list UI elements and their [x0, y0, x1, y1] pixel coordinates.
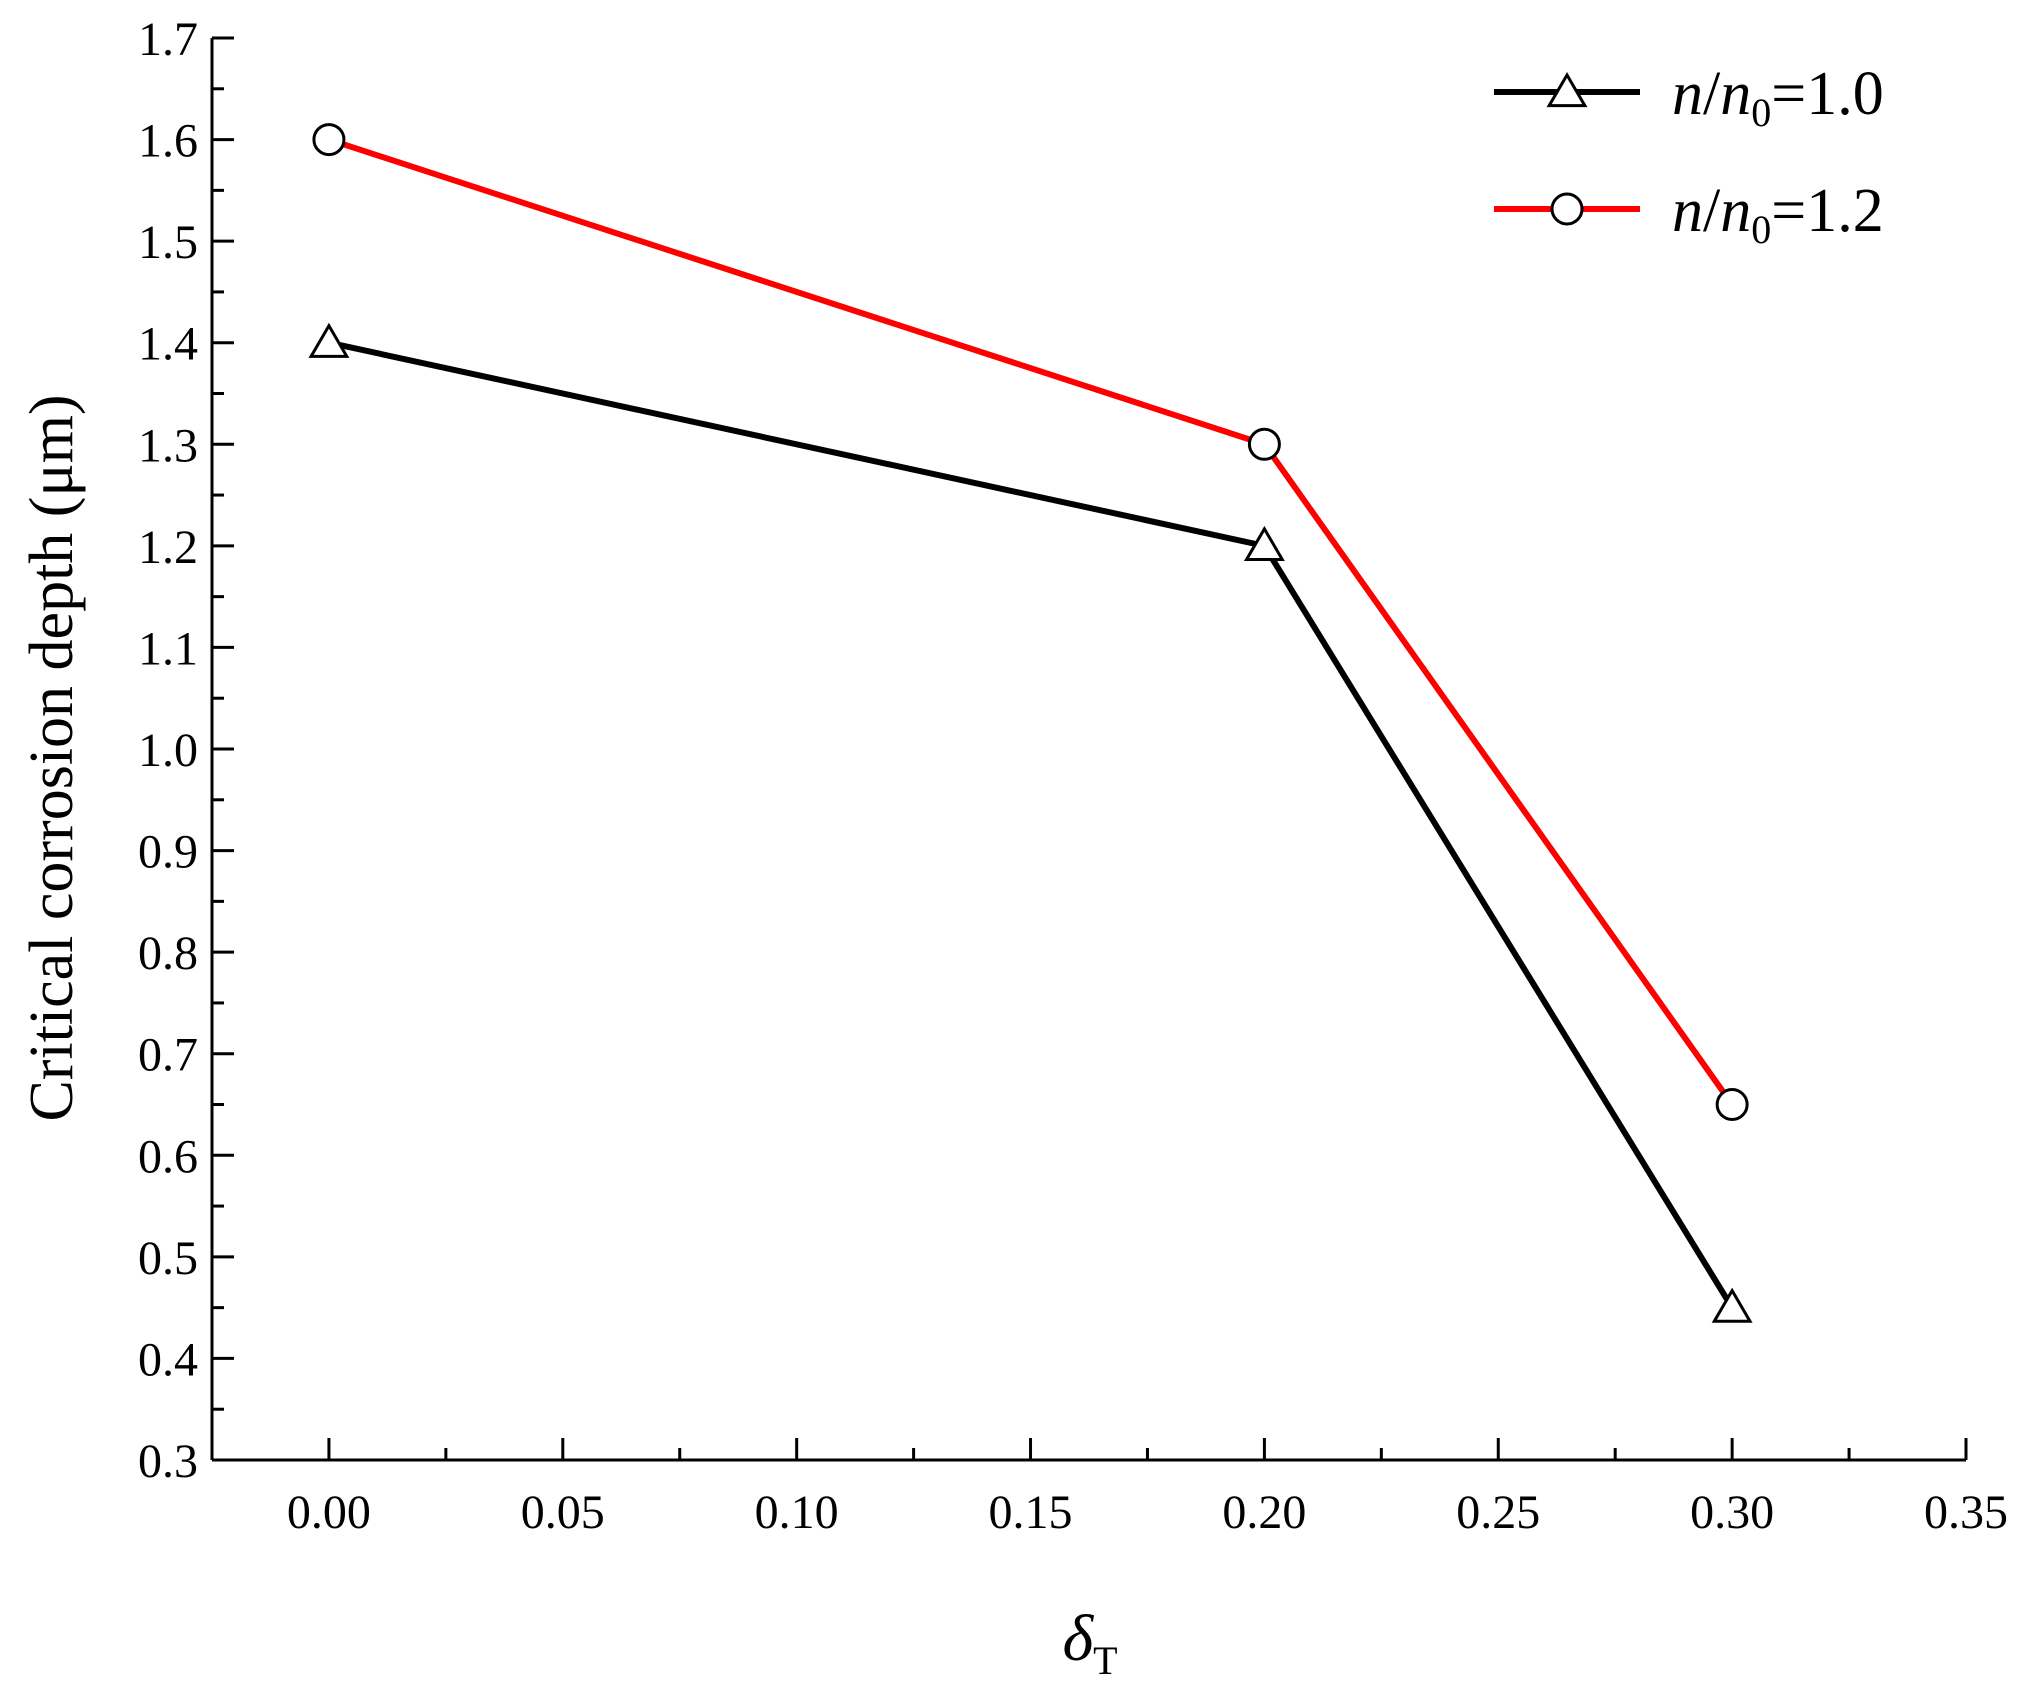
x-tick-label: 0.10 [755, 1486, 839, 1539]
axes [210, 38, 1966, 1462]
x-tick-label: 0.15 [989, 1486, 1073, 1539]
y-tick-label: 0.5 [138, 1232, 198, 1285]
x-tick-label: 0.05 [521, 1486, 605, 1539]
y-tick-label: 1.5 [138, 216, 198, 269]
x-axis-title-main: δ [1062, 1602, 1094, 1675]
legend-marker-triangle [1546, 72, 1588, 108]
y-tick-label: 0.9 [138, 826, 198, 879]
data-point-circle [1247, 427, 1281, 461]
legend-entry-1: n/n0=1.0 [1494, 60, 1884, 135]
series-1 [308, 322, 1753, 1323]
y-tick-label: 1.6 [138, 115, 198, 168]
legend-label: n/n0=1.2 [1672, 177, 1884, 252]
legend-entry-2: n/n0=1.2 [1494, 177, 1884, 252]
data-point-circle [1715, 1088, 1749, 1121]
y-tick-label: 1.7 [138, 13, 198, 66]
x-axis-title-sub: T [1093, 1638, 1117, 1683]
y-axis-title: Critical corrosion depth (μm) [18, 394, 86, 1121]
y-tick-label: 0.8 [138, 927, 198, 980]
x-tick-label: 0.20 [1222, 1486, 1306, 1539]
y-tick-label: 1.3 [138, 419, 198, 472]
x-axis-title: δT [1062, 1602, 1117, 1683]
y-tick-label: 1.1 [138, 622, 198, 675]
data-point-triangle [1711, 1287, 1753, 1323]
series-line [328, 339, 1735, 1310]
data-point-triangle [1243, 525, 1285, 561]
data-point-circle [312, 123, 346, 157]
legend: n/n0=1.0 n/n0=1.2 [1494, 60, 1884, 252]
y-tick-label: 0.6 [138, 1130, 198, 1183]
data-point-triangle [308, 322, 350, 358]
x-tick-label: 0.35 [1924, 1486, 2008, 1539]
y-tick-label: 1.0 [138, 724, 198, 777]
x-tick-label: 0.30 [1690, 1486, 1774, 1539]
y-tick-label: 0.7 [138, 1029, 198, 1082]
x-tick-label: 0.00 [287, 1486, 371, 1539]
y-tick-label: 0.3 [138, 1435, 198, 1488]
y-tick-label: 0.4 [138, 1333, 198, 1386]
series [308, 123, 1753, 1323]
y-tick-label: 1.2 [138, 521, 198, 574]
legend-label: n/n0=1.0 [1672, 60, 1884, 135]
ticks: 0.00 0.05 0.10 0.15 0.20 0.25 0.30 0.35 0.3 0.4 0.… [138, 13, 2008, 1539]
x-tick-label: 0.25 [1456, 1486, 1540, 1539]
series-2 [312, 123, 1749, 1121]
legend-marker-circle [1550, 192, 1584, 226]
y-tick-label: 1.4 [138, 318, 198, 371]
